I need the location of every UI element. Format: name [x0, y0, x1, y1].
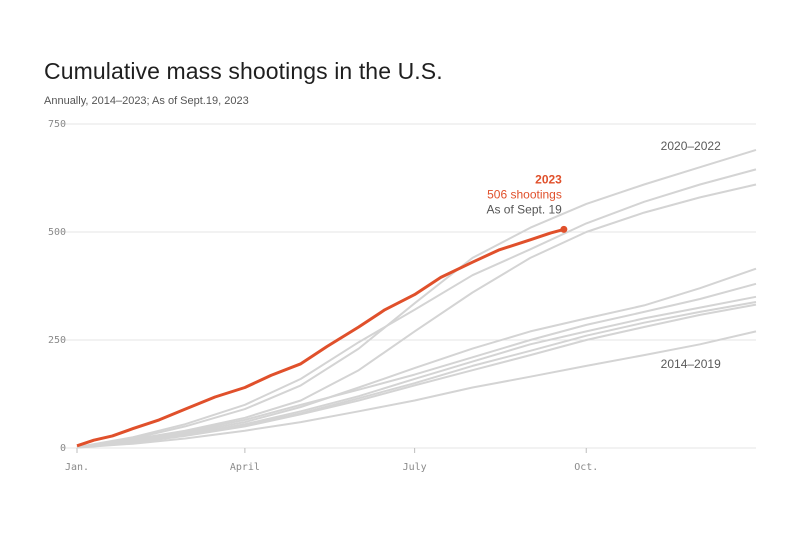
x-tick-label: Oct. [574, 462, 598, 473]
x-tick-label: Jan. [65, 462, 89, 473]
series-labels: 2023 506 shootings As of Sept. 19 2020–2… [486, 139, 721, 371]
series-line-1 [76, 148, 757, 449]
y-tick-label: 250 [48, 335, 66, 346]
series-line-8 [76, 303, 757, 449]
y-tick-label: 0 [60, 443, 66, 454]
background-series-lines [76, 148, 757, 449]
y-tick-label: 500 [48, 227, 66, 238]
group-label: 2014–2019 [661, 357, 721, 371]
group-label: 2020–2022 [661, 139, 721, 153]
x-axis-ticks: Jan. April July Oct. [65, 448, 598, 473]
y-axis-ticks: 0 250 500 750 [48, 119, 66, 454]
y-tick-label: 750 [48, 119, 66, 130]
series-end-point-2023 [560, 225, 568, 233]
chart-subtitle: Annually, 2014–2023; As of Sept.19, 2023 [44, 95, 249, 107]
x-tick-label: July [403, 462, 427, 473]
series-line-2023 [76, 227, 565, 448]
x-tick-label: April [230, 462, 260, 473]
highlight-year-label: 2023 [535, 172, 562, 186]
highlight-count-label: 506 shootings [487, 187, 562, 201]
gridlines [62, 123, 756, 449]
highlight-asof-label: As of Sept. 19 [486, 202, 562, 216]
series-line-5 [76, 282, 757, 449]
chart-title: Cumulative mass shootings in the U.S. [44, 58, 443, 84]
series-line-2 [76, 168, 757, 449]
series-line-4 [76, 267, 757, 449]
highlight-series-line [76, 225, 568, 448]
series-line-9 [76, 330, 757, 449]
